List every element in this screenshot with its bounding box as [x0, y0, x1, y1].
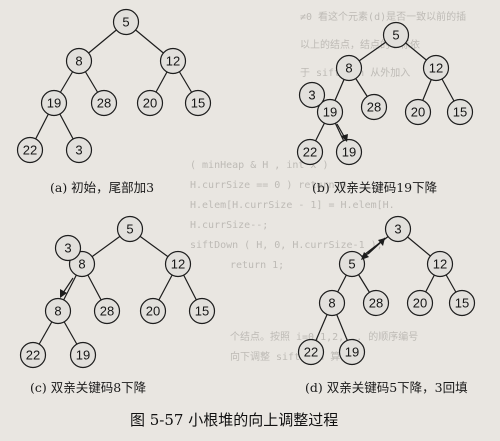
- svg-text:28: 28: [100, 304, 114, 319]
- figure-caption: 图 5-57 小根堆的向上调整过程: [130, 411, 338, 429]
- svg-text:28: 28: [369, 296, 383, 311]
- heap-node: 20: [139, 297, 167, 325]
- svg-text:H.currSize == 0 ) return 0;: H.currSize == 0 ) return 0;: [190, 180, 353, 191]
- svg-text:3: 3: [308, 88, 315, 103]
- heap-node: 8: [318, 289, 346, 317]
- svg-text:8: 8: [75, 54, 82, 69]
- heap-node: 19: [69, 341, 97, 369]
- svg-text:19: 19: [323, 105, 337, 120]
- heap-node: 28: [362, 289, 390, 317]
- heap-node: 22: [19, 341, 47, 369]
- svg-text:5: 5: [126, 222, 133, 237]
- heap-node: 12: [159, 47, 187, 75]
- heap-node: 5: [338, 250, 366, 278]
- heap-node: 5: [116, 215, 144, 243]
- heap-node: 3: [384, 215, 412, 243]
- move-down-arrow: [336, 123, 348, 142]
- heap-node: 20: [404, 98, 432, 126]
- svg-text:19: 19: [345, 345, 359, 360]
- svg-text:20: 20: [143, 96, 157, 111]
- svg-text:H.currSize--;: H.currSize--;: [190, 220, 268, 231]
- heap-node: 22: [296, 138, 324, 166]
- svg-text:5: 5: [122, 15, 129, 30]
- svg-text:12: 12: [171, 257, 185, 272]
- heap-node: 15: [448, 289, 476, 317]
- svg-text:3: 3: [75, 143, 82, 158]
- heap-node: 12: [164, 250, 192, 278]
- panel-b-caption: (b) 双亲关键码19下降: [312, 180, 438, 195]
- heap-node: 8: [65, 47, 93, 75]
- svg-text:19: 19: [342, 145, 356, 160]
- svg-text:≠0 看这个元素(d)是否一致以前的插: ≠0 看这个元素(d)是否一致以前的插: [300, 10, 466, 23]
- svg-text:15: 15: [453, 105, 467, 120]
- heap-node: 3: [298, 81, 326, 109]
- svg-text:28: 28: [97, 96, 111, 111]
- panel-d-caption: (d) 双亲关键码5下降，3回填: [305, 380, 468, 395]
- move-up-arrow: [361, 237, 386, 260]
- heap-node: 19: [335, 138, 363, 166]
- svg-text:3: 3: [394, 222, 401, 237]
- heap-node: 22: [16, 136, 44, 164]
- svg-text:5: 5: [392, 28, 399, 43]
- svg-text:12: 12: [429, 61, 443, 76]
- svg-text:H.elem[H.currSize - 1] = H.ele: H.elem[H.currSize - 1] = H.elem[H.: [190, 200, 395, 211]
- svg-text:个结点。按照 i=0,1,2,... 的顺序编号: 个结点。按照 i=0,1,2,... 的顺序编号: [230, 330, 418, 343]
- panel-c-caption: (c) 双亲关键码8下降: [30, 380, 147, 395]
- svg-text:20: 20: [411, 105, 425, 120]
- heap-node: 15: [446, 98, 474, 126]
- svg-text:( minHeap & H , int x ): ( minHeap & H , int x ): [190, 160, 328, 171]
- svg-text:siftDown ( H, 0, H.currSize-1: siftDown ( H, 0, H.currSize-1 );: [190, 240, 383, 251]
- heap-node: 20: [136, 89, 164, 117]
- svg-text:12: 12: [433, 257, 447, 272]
- svg-text:12: 12: [166, 54, 180, 69]
- heap-node: 12: [426, 250, 454, 278]
- svg-text:22: 22: [304, 345, 318, 360]
- heap-node: 19: [316, 98, 344, 126]
- heap-node: 8: [335, 54, 363, 82]
- svg-text:20: 20: [413, 296, 427, 311]
- svg-text:22: 22: [303, 145, 317, 160]
- heap-node: 20: [406, 289, 434, 317]
- heap-node: 8: [44, 297, 72, 325]
- panel-a-edges: [29, 21, 199, 151]
- svg-text:8: 8: [328, 296, 335, 311]
- svg-text:20: 20: [146, 304, 160, 319]
- svg-text:3: 3: [64, 241, 71, 256]
- panel-a: 5 8 12 19 28 20 15 22 3 (a) 初始，尾部加3: [16, 8, 212, 195]
- heap-node: 28: [360, 93, 388, 121]
- svg-text:19: 19: [47, 96, 61, 111]
- heap-node: 19: [338, 338, 366, 366]
- heap-node: 15: [188, 297, 216, 325]
- svg-text:15: 15: [195, 304, 209, 319]
- svg-text:22: 22: [26, 348, 40, 363]
- heap-node: 19: [40, 89, 68, 117]
- svg-text:15: 15: [455, 296, 469, 311]
- heap-node: 5: [382, 21, 410, 49]
- panel-c: 5 8 3 12 8 28 20 15 22 19 (c) 双亲关键码8下降: [19, 215, 216, 395]
- heap-node: 22: [297, 338, 325, 366]
- heap-node: 12: [422, 54, 450, 82]
- svg-text:5: 5: [348, 257, 355, 272]
- panel-a-caption: (a) 初始，尾部加3: [50, 180, 154, 195]
- svg-text:19: 19: [76, 348, 90, 363]
- heap-node: 15: [184, 89, 212, 117]
- svg-text:22: 22: [23, 143, 37, 158]
- heap-node: 3: [54, 234, 82, 262]
- panel-b: 5 8 12 19 3 28 20 15 22 19 (b) 双亲关键码19下降: [296, 21, 474, 195]
- heap-node: 28: [93, 297, 121, 325]
- panel-d: 3 5 12 8 28 20 15 22 19 (d) 双亲关键码5下降，3回填: [297, 215, 476, 395]
- svg-text:8: 8: [54, 304, 61, 319]
- heap-node: 28: [90, 89, 118, 117]
- heap-node: 3: [65, 136, 93, 164]
- svg-text:向下调整 siftDown 算法: 向下调整 siftDown 算法: [230, 350, 350, 363]
- svg-text:return 1;: return 1;: [230, 260, 284, 271]
- panel-b-edges: [309, 34, 461, 153]
- svg-text:8: 8: [78, 257, 85, 272]
- svg-text:28: 28: [367, 100, 381, 115]
- move-down-arrow: [60, 277, 74, 298]
- heap-node: 5: [112, 8, 140, 36]
- svg-text:8: 8: [345, 61, 352, 76]
- svg-text:15: 15: [191, 96, 205, 111]
